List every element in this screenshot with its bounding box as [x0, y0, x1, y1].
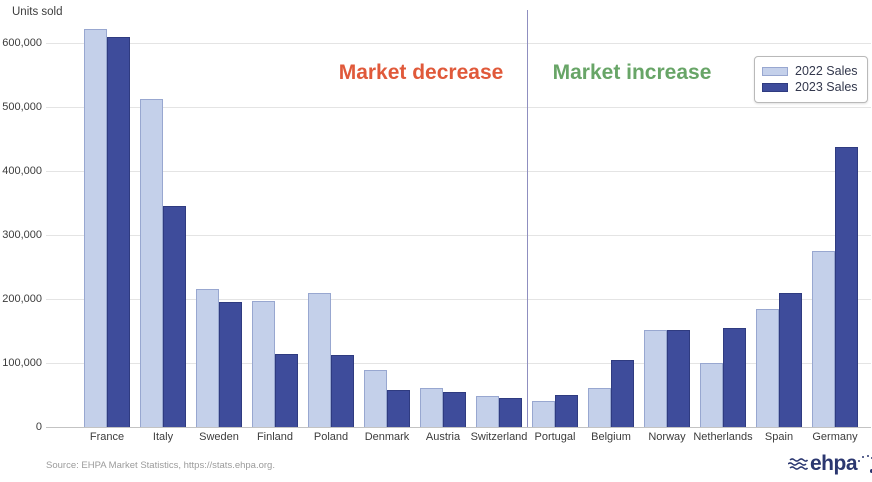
ehpa-logo-text: ehpa — [810, 452, 858, 475]
x-tick-label: Portugal — [534, 431, 576, 443]
bar-2022-sales — [308, 293, 331, 427]
bar-2022-sales — [476, 395, 499, 427]
bar-2022-sales — [812, 251, 835, 427]
gridline — [46, 107, 871, 108]
y-tick-label: 300,000 — [2, 229, 42, 241]
bar-2023-sales — [219, 301, 242, 427]
bar-2023-sales — [163, 206, 186, 427]
bar-2022-sales — [196, 288, 219, 427]
bar-2023-sales — [107, 36, 130, 427]
gridline — [46, 363, 871, 364]
legend: 2022 Sales 2023 Sales — [754, 56, 868, 103]
annotation-market-increase: Market increase — [552, 61, 712, 84]
bar-2022-sales — [364, 370, 387, 427]
x-tick-label: Norway — [648, 431, 686, 443]
legend-item-2022: 2022 Sales — [762, 64, 858, 78]
bar-2022-sales — [532, 400, 555, 427]
y-tick-label: 0 — [35, 421, 42, 433]
y-tick-label: 600,000 — [2, 37, 42, 49]
x-tick-label: Sweden — [199, 431, 239, 443]
ehpa-logo: ehpa — [788, 452, 872, 476]
bar-2023-sales — [723, 327, 746, 427]
x-tick-label: Finland — [256, 431, 294, 443]
gridline — [46, 235, 871, 236]
bar-2023-sales — [611, 360, 634, 427]
bar-2023-sales — [555, 395, 578, 427]
x-tick-label: Poland — [313, 431, 349, 443]
bar-2023-sales — [835, 146, 858, 427]
bar-2022-sales — [700, 363, 723, 427]
bar-2023-sales — [499, 398, 522, 427]
bar-2023-sales — [275, 354, 298, 427]
gridline — [46, 299, 871, 300]
y-tick-label: 500,000 — [2, 101, 42, 113]
bar-2023-sales — [387, 389, 410, 427]
annotation-market-decrease: Market decrease — [338, 61, 504, 84]
market-divider-line — [527, 10, 528, 427]
x-tick-label: Austria — [425, 431, 461, 443]
bar-2023-sales — [779, 292, 802, 427]
y-tick-label: 100,000 — [2, 357, 42, 369]
x-tick-label: Italy — [152, 431, 174, 443]
x-tick-label: France — [89, 431, 125, 443]
source-credit: Source: EHPA Market Statistics, https://… — [46, 460, 275, 471]
y-tick-label: 400,000 — [2, 165, 42, 177]
bar-2023-sales — [443, 391, 466, 427]
gridline — [46, 427, 871, 428]
bar-2022-sales — [84, 28, 107, 427]
legend-label-2023: 2023 Sales — [795, 80, 858, 94]
legend-swatch-2023 — [762, 82, 788, 92]
bar-2022-sales — [252, 300, 275, 427]
bar-2023-sales — [331, 355, 354, 427]
bar-2022-sales — [420, 388, 443, 427]
y-axis-units-label: Units sold — [12, 6, 63, 18]
x-tick-label: Belgium — [591, 431, 631, 443]
x-tick-label: Germany — [812, 431, 858, 443]
x-tick-label: Netherlands — [693, 431, 753, 443]
bar-2022-sales — [588, 388, 611, 427]
ehpa-logo-stars-icon — [857, 452, 872, 476]
x-tick-label: Spain — [764, 431, 794, 443]
bar-2022-sales — [140, 98, 163, 427]
y-tick-label: 200,000 — [2, 293, 42, 305]
gridline — [46, 43, 871, 44]
bar-2022-sales — [756, 309, 779, 427]
ehpa-wave-icon — [788, 455, 808, 473]
bar-2023-sales — [667, 329, 690, 427]
legend-label-2022: 2022 Sales — [795, 64, 858, 78]
x-tick-label: Switzerland — [470, 431, 528, 443]
legend-item-2023: 2023 Sales — [762, 80, 858, 94]
bar-2022-sales — [644, 330, 667, 427]
gridline — [46, 171, 871, 172]
legend-swatch-2022 — [762, 66, 788, 76]
x-tick-label: Denmark — [364, 431, 410, 443]
